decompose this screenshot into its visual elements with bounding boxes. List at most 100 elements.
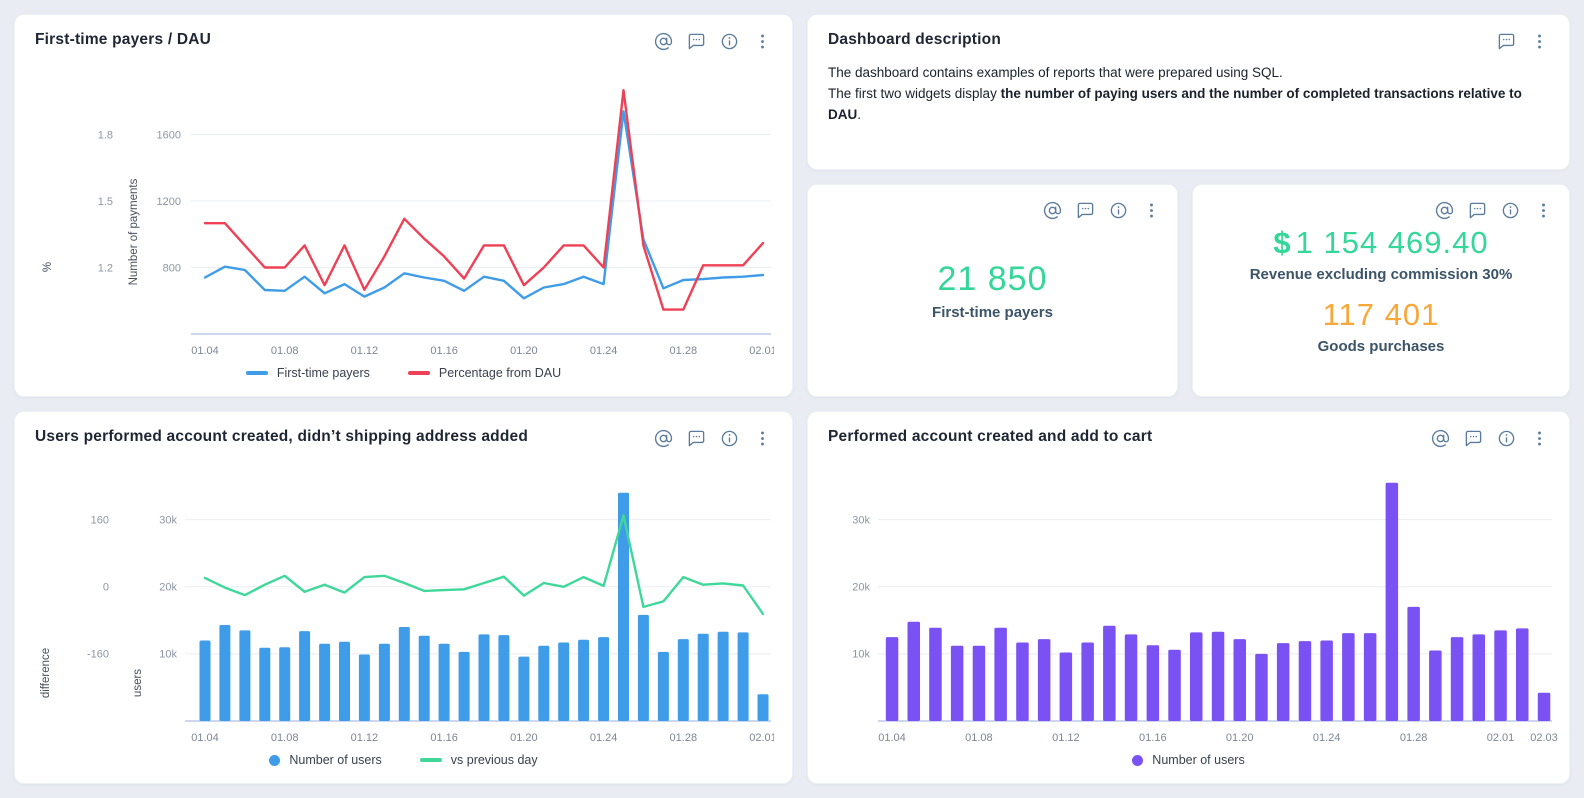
menu-button[interactable] xyxy=(1529,31,1549,51)
comment-button[interactable] xyxy=(1496,31,1516,51)
menu-icon xyxy=(1541,203,1545,217)
legend-item[interactable]: Number of users xyxy=(269,753,382,767)
widget-no-shipping-address: Users performed account created, didn’t … xyxy=(14,411,793,784)
legend-swatch xyxy=(269,754,281,766)
legend-item[interactable]: vs previous day xyxy=(419,753,538,767)
comment-button[interactable] xyxy=(686,31,706,51)
info-icon xyxy=(721,430,737,446)
chart-legend: Number of users xyxy=(828,753,1549,767)
widget-title: Performed account created and add to car… xyxy=(828,428,1153,445)
menu-button[interactable] xyxy=(1141,200,1161,220)
svg-text:10k: 10k xyxy=(852,649,870,661)
widget-header: Performed account created and add to car… xyxy=(828,428,1549,448)
kpi-group: 21 850 First-time payers xyxy=(932,260,1053,321)
info-icon xyxy=(1110,202,1126,218)
mention-button[interactable] xyxy=(653,428,673,448)
widget-actions xyxy=(1042,200,1161,220)
mention-button[interactable] xyxy=(653,31,673,51)
info-icon xyxy=(721,33,737,49)
svg-text:1.8: 1.8 xyxy=(98,129,113,141)
mention-icon xyxy=(654,32,672,50)
widget-header: Dashboard description xyxy=(828,31,1549,51)
mention-icon xyxy=(1431,429,1449,447)
svg-text:01.16: 01.16 xyxy=(1139,732,1167,744)
widget-header: First-time payers / DAU xyxy=(35,31,772,51)
svg-text:-160: -160 xyxy=(87,649,109,661)
chart-legend: First-time payers Percentage from DAU xyxy=(35,366,772,380)
info-icon xyxy=(1498,430,1514,446)
svg-text:1600: 1600 xyxy=(157,129,181,141)
svg-text:160: 160 xyxy=(91,514,109,526)
info-button[interactable] xyxy=(719,428,739,448)
kpi-group-goods: 117 401 Goods purchases xyxy=(1318,297,1445,355)
svg-text:01.28: 01.28 xyxy=(1400,732,1428,744)
mention-icon xyxy=(1043,201,1061,219)
widget-header: Users performed account created, didn’t … xyxy=(35,428,772,448)
svg-text:02.01: 02.01 xyxy=(749,345,774,357)
menu-button[interactable] xyxy=(1533,200,1553,220)
svg-text:800: 800 xyxy=(163,262,181,274)
kpi-label: First-time payers xyxy=(932,304,1053,321)
svg-text:01.28: 01.28 xyxy=(670,345,698,357)
comment-button[interactable] xyxy=(686,428,706,448)
svg-text:01.20: 01.20 xyxy=(510,345,538,357)
svg-text:01.08: 01.08 xyxy=(965,732,993,744)
svg-text:02.03: 02.03 xyxy=(1530,732,1558,744)
svg-text:01.04: 01.04 xyxy=(191,732,219,744)
widget-title: First-time payers / DAU xyxy=(35,31,212,48)
legend-item[interactable]: Number of users xyxy=(1132,753,1245,767)
widget-add-to-cart: Performed account created and add to car… xyxy=(807,411,1570,784)
legend-swatch xyxy=(1132,754,1144,766)
svg-text:10k: 10k xyxy=(159,649,177,661)
svg-text:01.24: 01.24 xyxy=(590,732,618,744)
svg-text:1.5: 1.5 xyxy=(98,196,113,208)
svg-text:01.20: 01.20 xyxy=(1226,732,1254,744)
svg-text:01.12: 01.12 xyxy=(351,345,379,357)
comment-icon xyxy=(688,33,704,49)
mention-button[interactable] xyxy=(1434,200,1454,220)
info-button[interactable] xyxy=(1108,200,1128,220)
svg-text:Number of payments: Number of payments xyxy=(128,178,140,285)
svg-text:01.24: 01.24 xyxy=(590,345,618,357)
right-column: Dashboard description The dashboard cont… xyxy=(807,14,1570,784)
svg-text:02.01: 02.01 xyxy=(749,732,774,744)
svg-text:1200: 1200 xyxy=(157,196,181,208)
svg-text:01.20: 01.20 xyxy=(510,732,538,744)
widget-actions xyxy=(1434,200,1553,220)
widget-title: Users performed account created, didn’t … xyxy=(35,428,529,445)
legend-item[interactable]: Percentage from DAU xyxy=(407,366,562,380)
svg-text:difference: difference xyxy=(40,648,52,698)
kpi-value: 21 850 xyxy=(937,260,1048,298)
left-column: First-time payers / DAU 1.2 800 1.5 1200 1.8… xyxy=(14,14,793,784)
legend-swatch xyxy=(407,371,430,375)
info-icon xyxy=(1502,202,1518,218)
comment-icon xyxy=(1465,430,1481,446)
menu-button[interactable] xyxy=(1529,428,1549,448)
legend-label: Percentage from DAU xyxy=(438,366,562,380)
kpi-value-goods: 117 401 xyxy=(1322,297,1440,332)
comment-button[interactable] xyxy=(1467,200,1487,220)
mention-button[interactable] xyxy=(1042,200,1062,220)
svg-text:0: 0 xyxy=(103,582,109,594)
menu-icon xyxy=(1149,203,1153,217)
mention-button[interactable] xyxy=(1430,428,1450,448)
info-button[interactable] xyxy=(1496,428,1516,448)
svg-text:1.2: 1.2 xyxy=(98,262,113,274)
legend-item[interactable]: First-time payers xyxy=(245,366,370,380)
svg-text:20k: 20k xyxy=(159,582,177,594)
widget-actions xyxy=(653,428,772,448)
widget-actions xyxy=(653,31,772,51)
menu-icon xyxy=(760,431,764,445)
svg-text:02.01: 02.01 xyxy=(1487,732,1515,744)
description-line-1: The dashboard contains examples of repor… xyxy=(828,65,1283,80)
info-button[interactable] xyxy=(1500,200,1520,220)
menu-button[interactable] xyxy=(752,31,772,51)
widget-title: Dashboard description xyxy=(828,31,1002,48)
comment-icon xyxy=(688,430,704,446)
comment-button[interactable] xyxy=(1463,428,1483,448)
kpi-label-revenue: Revenue excluding commission 30% xyxy=(1249,266,1513,283)
menu-button[interactable] xyxy=(752,428,772,448)
comment-button[interactable] xyxy=(1075,200,1095,220)
info-button[interactable] xyxy=(719,31,739,51)
mention-icon xyxy=(654,429,672,447)
